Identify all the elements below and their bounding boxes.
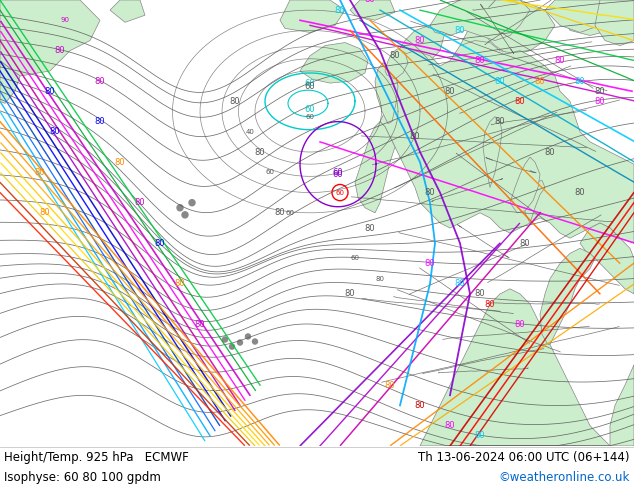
Text: 80: 80 [475, 290, 485, 298]
Polygon shape [420, 289, 610, 446]
Text: 80: 80 [390, 51, 400, 60]
Text: 80: 80 [425, 259, 436, 268]
Text: 80: 80 [595, 97, 605, 106]
Text: 80: 80 [475, 431, 485, 441]
Polygon shape [300, 43, 368, 83]
Circle shape [189, 199, 195, 206]
Polygon shape [610, 365, 634, 446]
Text: 80: 80 [94, 117, 105, 126]
Polygon shape [0, 61, 20, 103]
Text: 80: 80 [115, 158, 126, 167]
Polygon shape [430, 0, 530, 41]
Text: 80: 80 [574, 188, 585, 197]
Circle shape [230, 344, 235, 349]
Text: 80: 80 [385, 381, 396, 390]
Polygon shape [540, 248, 595, 344]
Text: 80: 80 [365, 0, 375, 4]
Text: 80: 80 [475, 56, 485, 65]
Text: 80: 80 [484, 299, 495, 309]
Circle shape [252, 339, 257, 344]
Text: 80: 80 [345, 290, 355, 298]
Text: 60: 60 [266, 169, 275, 175]
Circle shape [223, 337, 228, 342]
Text: 80: 80 [455, 279, 465, 288]
Text: ©weatheronline.co.uk: ©weatheronline.co.uk [498, 471, 630, 485]
Text: 80: 80 [255, 147, 265, 156]
Text: 80: 80 [555, 56, 566, 65]
Text: 80: 80 [94, 76, 105, 86]
Text: 60: 60 [305, 82, 315, 91]
Text: 80: 80 [534, 76, 545, 86]
Text: 80: 80 [545, 147, 555, 156]
Text: 80: 80 [55, 46, 65, 55]
Polygon shape [475, 0, 555, 56]
Text: 80: 80 [495, 76, 505, 86]
Text: 80: 80 [595, 87, 605, 96]
Polygon shape [525, 180, 545, 223]
Text: 80: 80 [410, 132, 420, 141]
Text: 80: 80 [230, 97, 240, 106]
Polygon shape [280, 0, 345, 32]
Text: 80: 80 [415, 401, 425, 410]
Text: 60: 60 [333, 170, 344, 179]
Text: 60: 60 [285, 210, 295, 216]
Text: 80: 80 [425, 188, 436, 197]
Text: 60: 60 [333, 168, 344, 177]
Text: 80: 80 [520, 239, 530, 248]
Text: 80: 80 [444, 421, 455, 430]
Polygon shape [110, 0, 145, 22]
Circle shape [182, 212, 188, 218]
Text: 80: 80 [175, 279, 185, 288]
Polygon shape [483, 117, 502, 188]
Text: 80: 80 [134, 198, 145, 207]
Text: Th 13-06-2024 06:00 UTC (06+144): Th 13-06-2024 06:00 UTC (06+144) [418, 451, 630, 465]
Polygon shape [385, 49, 408, 79]
Polygon shape [595, 0, 634, 46]
Text: 60: 60 [335, 190, 344, 196]
Text: 80: 80 [375, 276, 384, 282]
Polygon shape [460, 20, 495, 50]
Text: 80: 80 [155, 239, 165, 248]
Text: 60: 60 [305, 105, 315, 114]
Text: 80: 80 [444, 87, 455, 96]
Polygon shape [375, 63, 398, 123]
Text: 80: 80 [335, 5, 346, 15]
Text: 60: 60 [351, 255, 359, 262]
Polygon shape [350, 0, 395, 20]
Circle shape [238, 340, 242, 345]
Text: 60: 60 [306, 114, 314, 120]
Polygon shape [380, 41, 634, 243]
Text: 80: 80 [275, 208, 285, 218]
Text: 80: 80 [415, 36, 425, 45]
Text: 80: 80 [515, 320, 526, 329]
Text: 40: 40 [245, 129, 254, 135]
Text: 80: 80 [35, 168, 45, 177]
Text: 80: 80 [574, 76, 585, 86]
Polygon shape [545, 0, 610, 32]
Text: 80: 80 [365, 223, 375, 233]
Circle shape [245, 334, 250, 339]
Text: Height/Temp. 925 hPa   ECMWF: Height/Temp. 925 hPa ECMWF [4, 451, 189, 465]
Text: 80: 80 [515, 97, 526, 106]
Text: 80: 80 [49, 127, 60, 136]
Text: 80: 80 [455, 26, 465, 35]
Polygon shape [560, 0, 625, 35]
Text: Isophyse: 60 80 100 gpdm: Isophyse: 60 80 100 gpdm [4, 471, 161, 485]
Text: 80: 80 [40, 208, 50, 218]
Polygon shape [510, 157, 540, 213]
Text: 80: 80 [195, 320, 205, 329]
Text: 80: 80 [44, 87, 55, 96]
Text: 90: 90 [60, 17, 70, 23]
Polygon shape [625, 0, 634, 20]
Polygon shape [355, 122, 395, 213]
Circle shape [177, 205, 183, 211]
Polygon shape [390, 25, 445, 86]
Polygon shape [580, 223, 634, 294]
Text: 60: 60 [305, 78, 315, 88]
Polygon shape [0, 0, 100, 76]
Text: 80: 80 [495, 117, 505, 126]
